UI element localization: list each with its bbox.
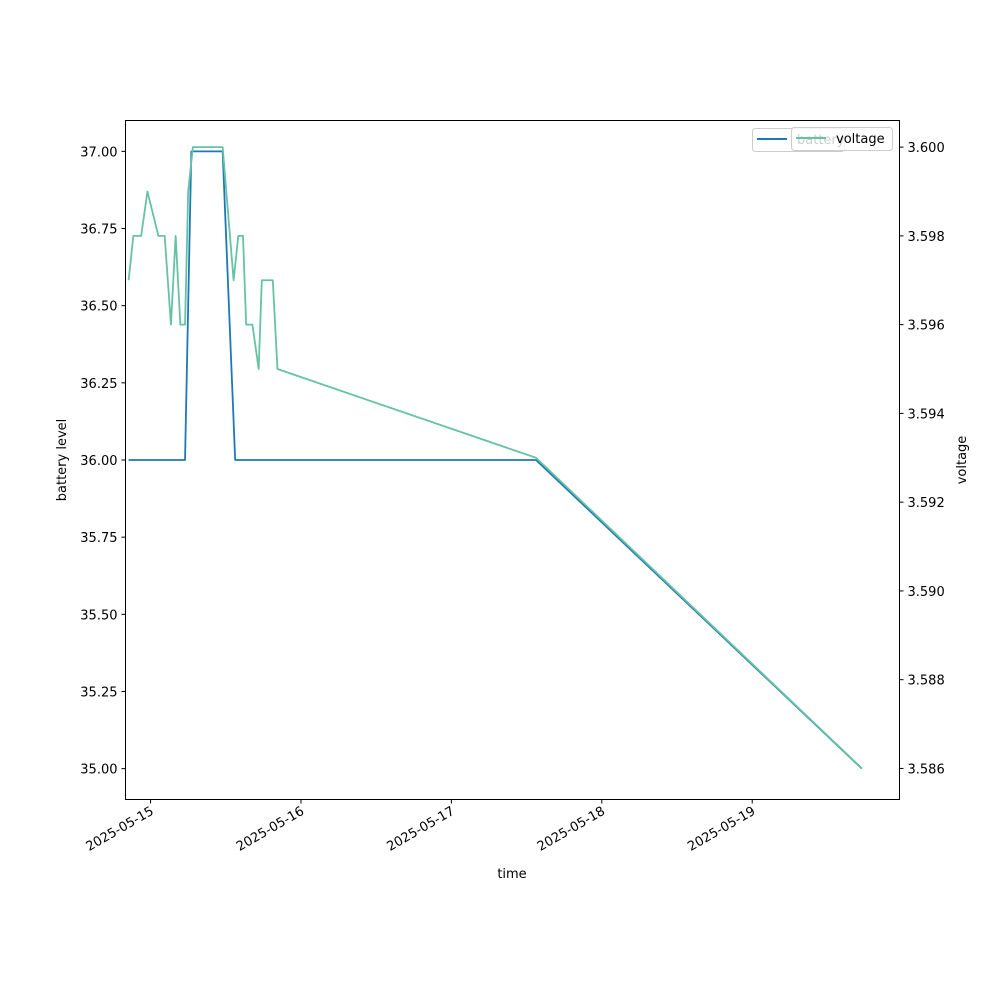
y2-tick-label: 3.590 [908, 585, 945, 600]
legend-voltage-label: voltage [836, 132, 885, 147]
y-axis-right: 3.586 3.588 3.590 3.592 3.594 3.596 3.598 3.600 [899, 141, 945, 777]
y2-tick-label: 3.594 [908, 407, 945, 422]
y-tick-label: 35.50 [80, 608, 117, 623]
y2-tick-label: 3.586 [908, 762, 945, 777]
y2-tick-label: 3.598 [908, 230, 945, 245]
y-tick-label: 36.00 [80, 454, 117, 469]
y2-tick-label: 3.592 [908, 496, 945, 511]
y-axis-left: 35.00 35.25 35.50 35.75 36.00 36.25 36.50 36.75… [80, 145, 126, 778]
x-axis-label: time [497, 867, 526, 882]
y2-tick-label: 3.596 [908, 319, 945, 334]
y-tick-label: 36.75 [80, 223, 117, 238]
y-tick-label: 35.75 [80, 531, 117, 546]
series-line-voltage [127, 146, 863, 770]
y2-tick-label: 3.600 [908, 141, 945, 156]
y-tick-label: 35.25 [80, 685, 117, 700]
legend-voltage-box [791, 127, 893, 151]
y-axis-label: battery level [55, 419, 70, 502]
y2-tick-label: 3.588 [908, 674, 945, 689]
y-tick-label: 36.25 [80, 377, 117, 392]
series-layer [127, 146, 863, 770]
y-tick-label: 36.50 [80, 300, 117, 315]
y2-axis-label: voltage [955, 436, 970, 485]
legend-voltage: voltage [791, 127, 893, 151]
y-tick-label: 35.00 [80, 763, 117, 778]
y-tick-label: 37.00 [80, 145, 117, 160]
